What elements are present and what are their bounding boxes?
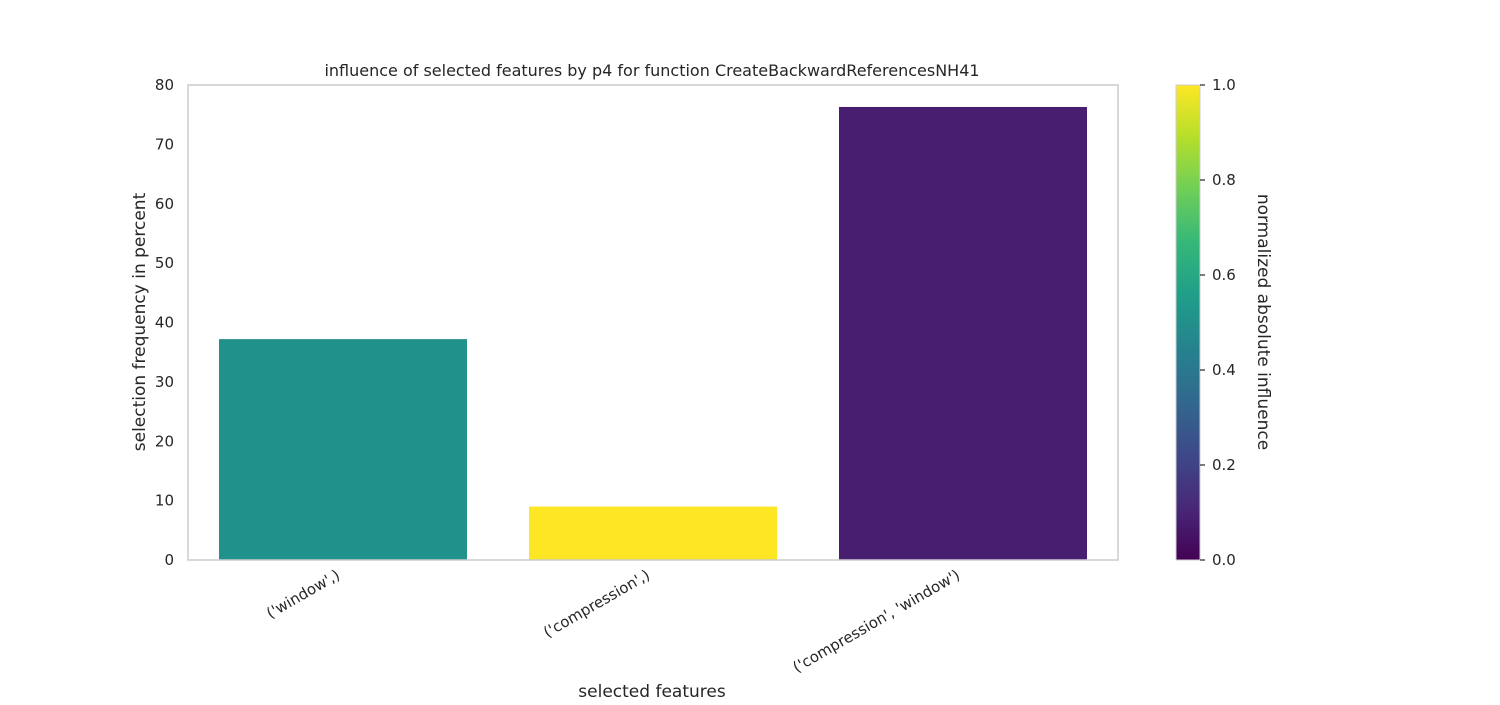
colorbar-tick-label: 0.4 <box>1212 361 1236 379</box>
x-axis-title: selected features <box>578 682 726 700</box>
chart-title: influence of selected features by p4 for… <box>324 61 979 80</box>
colorbar-ticks: 0.0 0.2 0.4 0.6 0.8 1.0 <box>1200 76 1236 569</box>
x-tick-label: ('compression',) <box>540 566 653 642</box>
bars-layer <box>219 106 1087 561</box>
bar <box>529 506 777 560</box>
y-tick-label: 80 <box>155 76 174 94</box>
colorbar-tick-label: 0.2 <box>1212 456 1236 474</box>
plot-frame <box>187 84 1119 561</box>
y-tick-label: 20 <box>155 432 174 450</box>
colorbar-label: normalized absolute influence <box>1253 194 1273 450</box>
y-tick-label: 50 <box>155 254 174 272</box>
y-axis-title: selection frequency in percent <box>130 192 150 451</box>
colorbar-tick-label: 1.0 <box>1212 76 1236 94</box>
x-tick-label: ('window',) <box>263 566 343 622</box>
bar <box>219 339 467 561</box>
colorbar-tick-label: 0.0 <box>1212 551 1236 569</box>
x-tick-label: ('compression', 'window') <box>790 566 963 676</box>
y-tick-label: 60 <box>155 195 174 213</box>
x-axis-ticks: ('window',) ('compression',) ('compression… <box>263 566 963 676</box>
bar <box>839 106 1087 560</box>
y-tick-label: 0 <box>164 551 174 569</box>
colorbar-tick-label: 0.6 <box>1212 266 1236 284</box>
y-tick-label: 30 <box>155 373 174 391</box>
colorbar-tick-label: 0.8 <box>1212 171 1236 189</box>
y-tick-label: 40 <box>155 314 174 332</box>
y-tick-label: 70 <box>155 135 174 153</box>
y-axis-ticks: 0 10 20 30 40 50 60 70 80 <box>155 76 174 569</box>
y-tick-label: 10 <box>155 492 174 510</box>
colorbar <box>1175 84 1201 561</box>
